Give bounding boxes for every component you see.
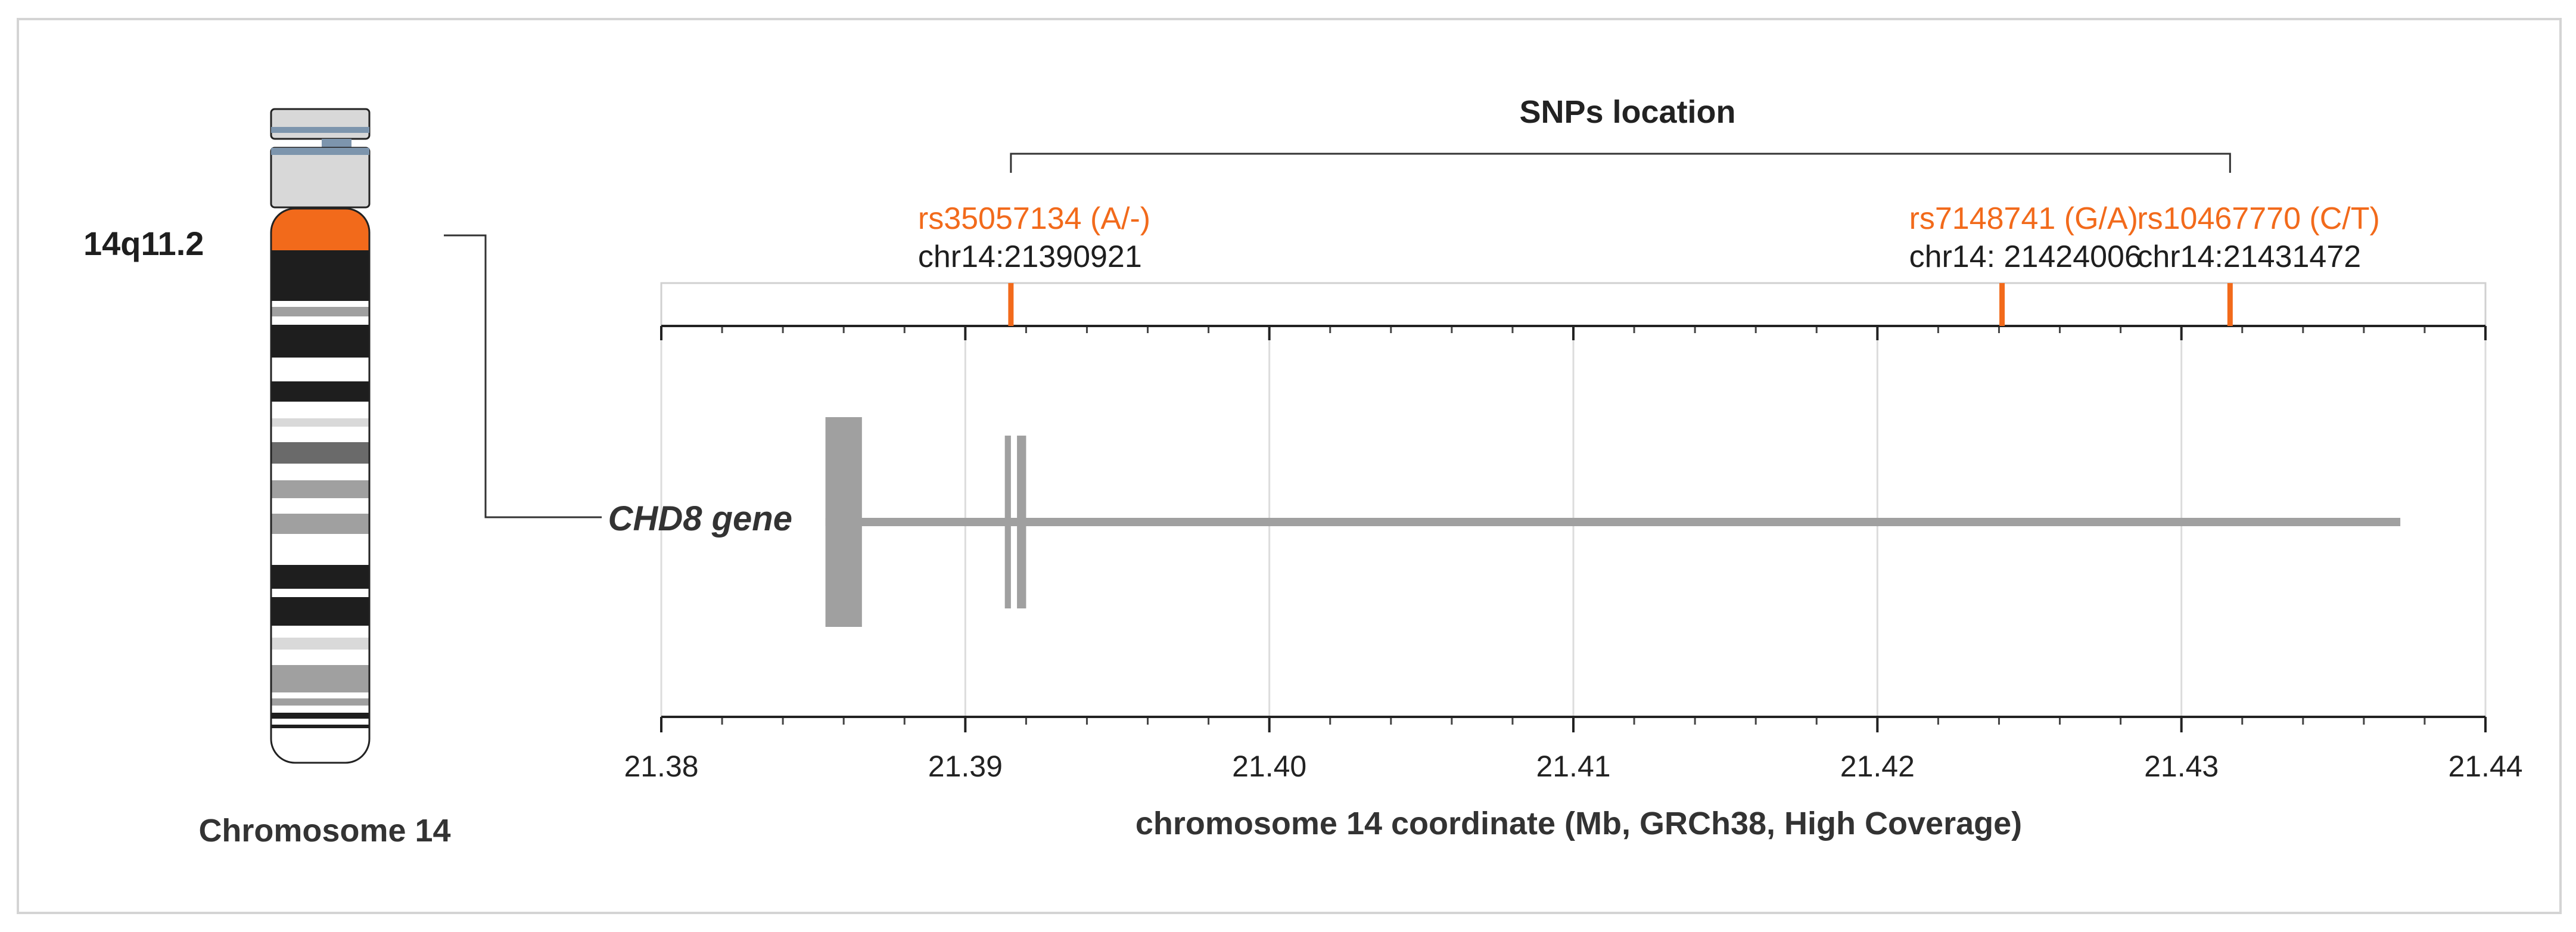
snp-coordinate-label: chr14:21390921 [918,240,1142,274]
snp-bracket [1010,153,2231,173]
band [271,565,369,589]
band [271,250,369,301]
snp-id-label: rs10467770 (C/T) [2137,201,2380,236]
gene-model [825,417,2401,627]
top-axis [660,325,2487,340]
chromosome-ideogram [270,108,371,764]
band [271,698,369,706]
gene-exon [1017,436,1026,608]
snp-track [660,282,2487,327]
snp-title: SNPs location [1519,94,1735,130]
x-tick-label: 21.41 [1536,750,1610,783]
band-label: 14q11.2 [83,225,204,262]
band-14q11-2 [271,209,369,250]
bottom-axis: 21.38 21.39 21.40 21.41 21.42 21.43 21.44 [624,716,2523,783]
x-tick-label: 21.38 [624,750,698,783]
x-tick-label: 21.43 [2144,750,2219,783]
chromosome-q-arm-outline [270,207,371,764]
band [271,381,369,402]
chromosome-cap-lower [270,147,371,209]
snp-labels: rs35057134 (A/-) chr14:21390921 rs7148741 … [918,201,2380,274]
band [271,713,369,719]
gene-exon [825,417,862,627]
chromosome-cap-top [270,108,371,140]
band [271,597,369,626]
snp-coordinate-label: chr14: 21424006 [1909,240,2142,274]
chromosome-cap-lower-stripe [271,148,369,155]
band [271,307,369,316]
snp-id-label: rs35057134 (A/-) [918,201,1150,236]
chromosome-cap-stripe [271,127,369,133]
snp-marks [1008,283,2233,326]
x-axis-label: chromosome 14 coordinate (Mb, GRCh38, Hi… [1135,806,2022,841]
figure-frame [17,18,2562,914]
chromosome-label: Chromosome 14 [198,813,450,849]
band [271,442,369,464]
gene-label: CHD8 gene [608,499,792,538]
band [271,725,369,728]
band [271,325,369,358]
band [271,480,369,498]
x-tick-label: 21.39 [928,750,1003,783]
gene-exon [1004,436,1011,608]
x-tick-label: 21.40 [1232,750,1306,783]
band-connector [444,234,602,518]
band [271,638,369,650]
x-tick-label: 21.44 [2448,750,2522,783]
band [271,665,369,692]
gridlines [660,283,2487,717]
snp-id-label: rs7148741 (G/A) [1909,201,2138,236]
snp-coordinate-label: chr14:21431472 [2137,240,2361,274]
band [271,418,369,427]
snp-track-box [660,282,2487,327]
band [271,514,369,534]
x-tick-label: 21.42 [1840,750,1915,783]
